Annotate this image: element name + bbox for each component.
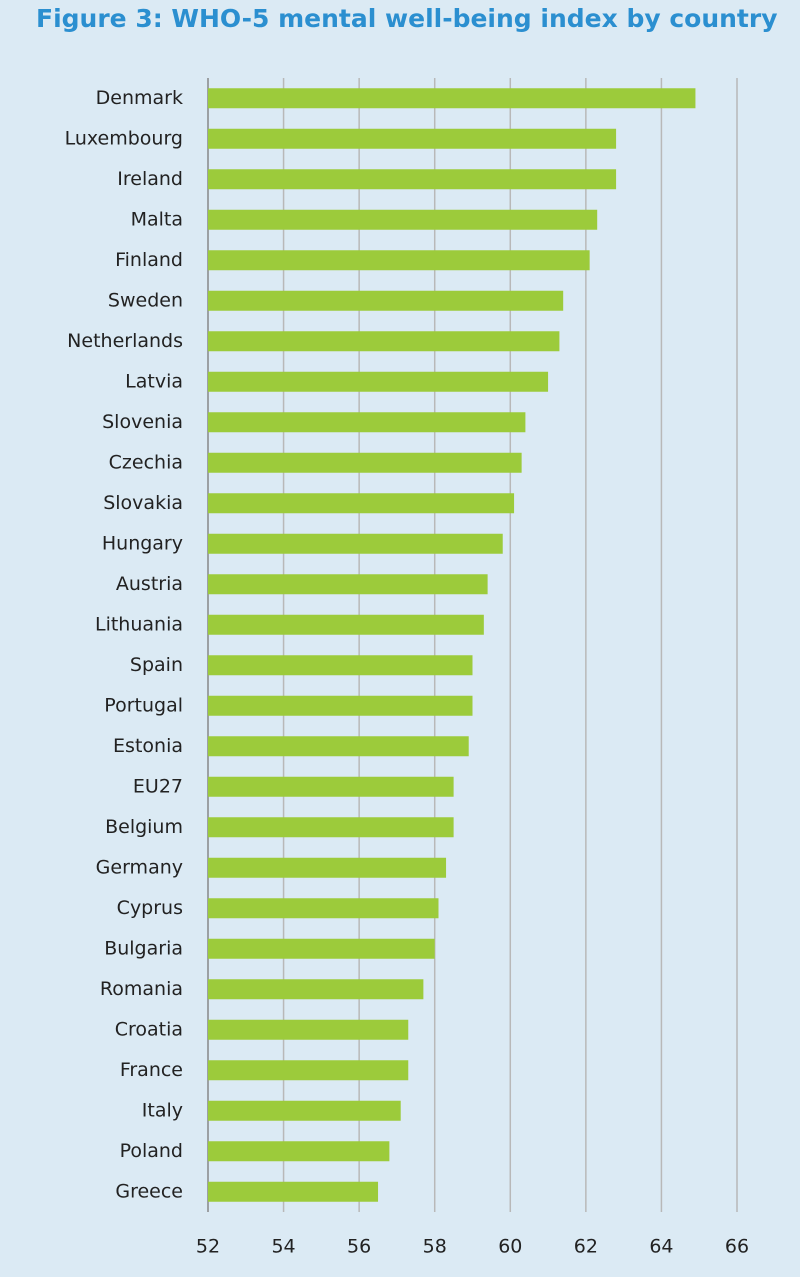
bar [208, 533, 503, 554]
y-tick-label: Austria [116, 573, 183, 595]
y-tick-label: Cyprus [117, 897, 183, 919]
bar [208, 1019, 409, 1040]
bar [208, 1141, 390, 1162]
bar [208, 1181, 379, 1202]
y-tick-label: Denmark [96, 87, 183, 109]
x-tick-label: 54 [271, 1236, 295, 1258]
x-tick-label: 58 [423, 1236, 447, 1258]
bar [208, 88, 696, 109]
bar [208, 574, 488, 595]
x-tick-label: 60 [498, 1236, 522, 1258]
bar [208, 898, 439, 919]
x-tick-label: 52 [196, 1236, 220, 1258]
y-tick-label: Finland [115, 249, 183, 271]
y-tick-label: Slovenia [102, 411, 183, 433]
y-tick-label: Ireland [117, 168, 183, 190]
bar [208, 1100, 401, 1121]
bar [208, 493, 515, 514]
bar [208, 209, 598, 230]
chart-title: Figure 3: WHO-5 mental well-being index … [36, 4, 778, 33]
x-tick-label: 56 [347, 1236, 371, 1258]
x-tick-label: 66 [725, 1236, 749, 1258]
y-tick-label: Croatia [115, 1018, 183, 1040]
bar [208, 1060, 409, 1081]
y-tick-label: Poland [120, 1140, 183, 1162]
bar [208, 331, 560, 352]
y-tick-label: Belgium [105, 816, 183, 838]
bar [208, 695, 473, 716]
y-tick-label: Malta [131, 208, 183, 230]
y-tick-label: Luxembourg [65, 127, 183, 149]
bar [208, 452, 522, 473]
y-tick-label: France [120, 1059, 183, 1081]
bar [208, 655, 473, 676]
y-tick-label: Netherlands [67, 330, 183, 352]
bar [208, 736, 469, 757]
x-tick-label: 64 [649, 1236, 673, 1258]
y-tick-label: Germany [96, 856, 183, 878]
y-tick-label: Slovakia [103, 492, 183, 514]
bar [208, 412, 526, 433]
y-tick-label: Latvia [125, 370, 183, 392]
bar [208, 250, 590, 271]
bar [208, 371, 549, 392]
y-tick-label: Spain [130, 654, 183, 676]
bar [208, 979, 424, 1000]
y-tick-label: Czechia [109, 451, 183, 473]
y-tick-label: Portugal [104, 694, 183, 716]
y-tick-label: Italy [142, 1099, 183, 1121]
bar [208, 128, 617, 149]
bar [208, 938, 435, 959]
bar [208, 290, 564, 311]
y-tick-label: Estonia [113, 735, 183, 757]
y-tick-label: Greece [115, 1180, 183, 1202]
y-tick-label: Lithuania [95, 613, 183, 635]
y-tick-label: Sweden [108, 289, 183, 311]
bar [208, 776, 454, 797]
y-tick-label: Romania [100, 978, 183, 1000]
y-tick-label: Bulgaria [104, 937, 183, 959]
bar [208, 817, 454, 838]
y-tick-label: EU27 [133, 775, 183, 797]
bar [208, 857, 447, 878]
x-tick-label: 62 [574, 1236, 598, 1258]
y-tick-label: Hungary [102, 532, 183, 554]
bar [208, 614, 484, 635]
bar [208, 169, 617, 190]
